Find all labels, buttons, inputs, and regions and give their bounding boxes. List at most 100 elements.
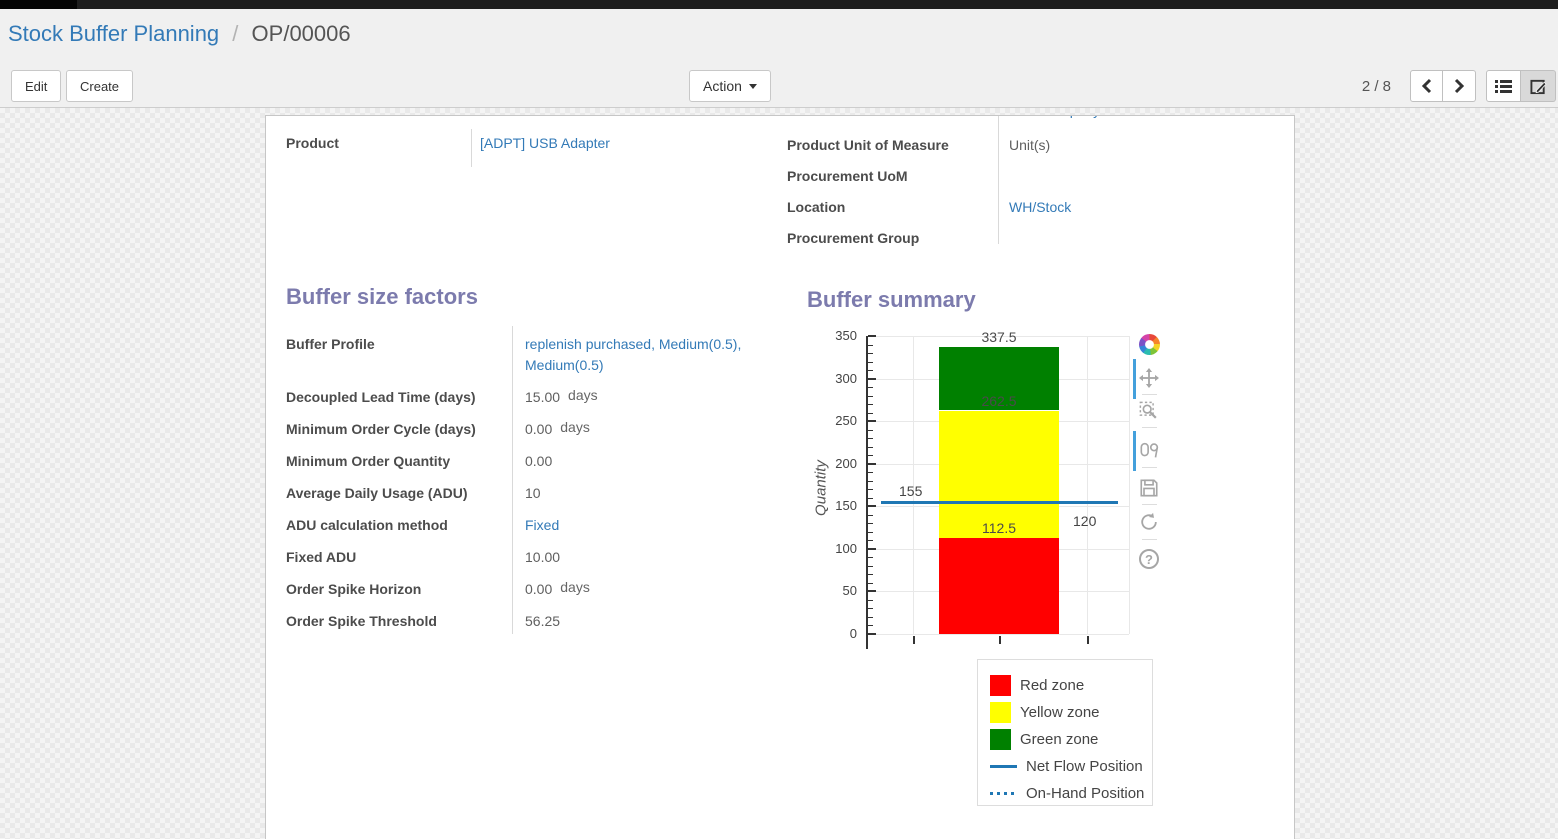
pager-previous-button[interactable] [1410,70,1443,102]
y-axis-tick [868,616,873,618]
field-value: replenish purchased, Medium(0.5), Medium… [512,334,774,376]
zoom-box-icon[interactable] [1138,400,1160,422]
y-axis-tick [868,412,873,414]
pager-counter: 2 / 8 [1361,77,1391,95]
y-axis-tick [868,377,876,380]
field-label: Order Spike Horizon [286,581,422,597]
y-axis-tick [868,429,873,431]
net-flow-position-line [881,500,1118,504]
y-axis-tick [868,420,876,423]
on-hand-position-line [881,530,1118,533]
y-tick-label: 0 [849,626,857,641]
help-icon[interactable]: ? [1138,548,1160,570]
field-label: Location [787,199,846,215]
pan-icon[interactable] [1138,367,1160,389]
x-gridline [1087,336,1088,634]
create-button[interactable]: Create [66,70,134,102]
buffer-size-factors-group: Buffer Profile replenish purchased, Mediu… [266,326,786,636]
field-label: Product [286,135,339,151]
y-axis-tick [868,523,873,525]
y-axis-tick [868,574,873,576]
pager-next-button[interactable] [1443,70,1476,102]
field-value-link[interactable]: [ADPT] USB Adapter [480,135,610,151]
field-row: Procurement Group [787,221,1292,252]
list-view-button[interactable] [1486,70,1521,102]
company-field-clipped: Your Company [1008,116,1228,123]
legend-item-net-flow-position[interactable]: Net Flow Position [990,753,1152,780]
field-label: Procurement Group [787,230,920,246]
field-row: ADU calculation method Fixed [266,508,786,540]
action-dropdown-button[interactable]: Action [689,70,771,102]
y-axis-tick [868,387,873,389]
field-value-link[interactable]: replenish purchased, Medium(0.5), Medium… [525,336,742,373]
legend-swatch [990,702,1011,723]
control-panel: Edit Create Action 2 / 8 [0,65,1558,108]
yellow-zone-bar [939,410,1059,539]
legend-item-green-zone[interactable]: Green zone [990,726,1152,753]
legend-item-on-hand-position[interactable]: On-Hand Position [990,780,1152,805]
y-axis-tick [868,540,873,542]
y-axis-tick [868,505,876,508]
modebar-separator [1142,427,1157,428]
breadcrumb-separator: / [232,21,239,46]
field-unit-label: days [560,419,590,435]
y-axis-tick [868,565,873,567]
buffer-summary-chart: Quantity 0 50 100 150 200 250 300 350 112.5 262.5… [811,326,1171,676]
field-row: Buffer Profile replenish purchased, Mediu… [266,327,786,380]
field-value: Unit(s) [999,135,1050,156]
y-axis-tick [868,557,873,559]
y-axis-line [866,336,868,649]
column-divider [998,116,999,244]
field-value: 10.00 [512,547,560,568]
chart-modebar: ? [1128,326,1171,576]
field-value-link[interactable]: Your Company [1008,116,1228,118]
y-axis-tick [868,395,873,397]
y-axis-tick [868,361,873,363]
y-axis-tick [868,353,873,355]
field-row: Order Spike Horizon 0.00 days [266,572,786,604]
field-row: Minimum Order Cycle (days) 0.00 days [266,412,786,444]
legend-swatch [990,675,1011,696]
field-unit-label: days [568,387,598,403]
field-value: 56.25 [512,611,560,632]
breadcrumb-bar: Stock Buffer Planning / OP/00006 [0,9,1558,65]
x-axis-tick [913,636,915,644]
field-value-link[interactable]: Fixed [525,517,560,533]
y-axis-tick [868,462,876,465]
y-tick-label: 50 [842,583,857,599]
form-view-button[interactable] [1521,70,1556,102]
y-axis-tick [868,446,873,448]
y-axis-tick [868,438,873,440]
column-divider [512,326,513,634]
content-area: Your Company Product [ADPT] USB Adapter P… [0,108,1558,839]
save-icon[interactable] [1138,477,1160,499]
breadcrumb-current: OP/00006 [251,21,351,46]
section-title-buffer-summary: Buffer summary [807,287,976,312]
modebar-active-indicator [1133,359,1136,399]
field-label: Order Spike Threshold [286,613,437,629]
form-sheet: Your Company Product [ADPT] USB Adapter P… [265,115,1295,839]
field-value: WH/Stock [999,197,1071,218]
compare-hover-icon[interactable] [1138,440,1160,462]
y-axis-tick [868,344,873,346]
reset-axes-icon[interactable] [1138,511,1160,533]
y-tick-label: 150 [835,498,857,514]
field-value-link[interactable]: WH/Stock [1009,199,1072,215]
view-switcher [1486,70,1556,102]
y-axis-tick [868,335,876,337]
top-menu-highlight [0,0,77,9]
breadcrumb-parent-link[interactable]: Stock Buffer Planning [8,21,220,46]
section-title-buffer-size-factors: Buffer size factors [286,284,478,309]
legend-item-yellow-zone[interactable]: Yellow zone [990,699,1152,726]
field-label: Product Unit of Measure [787,137,949,153]
field-value-text: Unit(s) [1009,137,1051,153]
legend-swatch [990,729,1011,750]
field-label: Average Daily Usage (ADU) [286,485,468,501]
legend-item-red-zone[interactable]: Red zone [990,672,1152,699]
chart-plot-area: 0 50 100 150 200 250 300 350 112.5 262.5 337.5 155 1… [811,326,1171,676]
y-axis-tick [868,480,873,482]
field-label: Fixed ADU [286,549,357,565]
y-tick-label: 100 [835,540,857,556]
plotly-logo-icon[interactable] [1138,333,1160,355]
edit-button[interactable]: Edit [11,70,62,102]
